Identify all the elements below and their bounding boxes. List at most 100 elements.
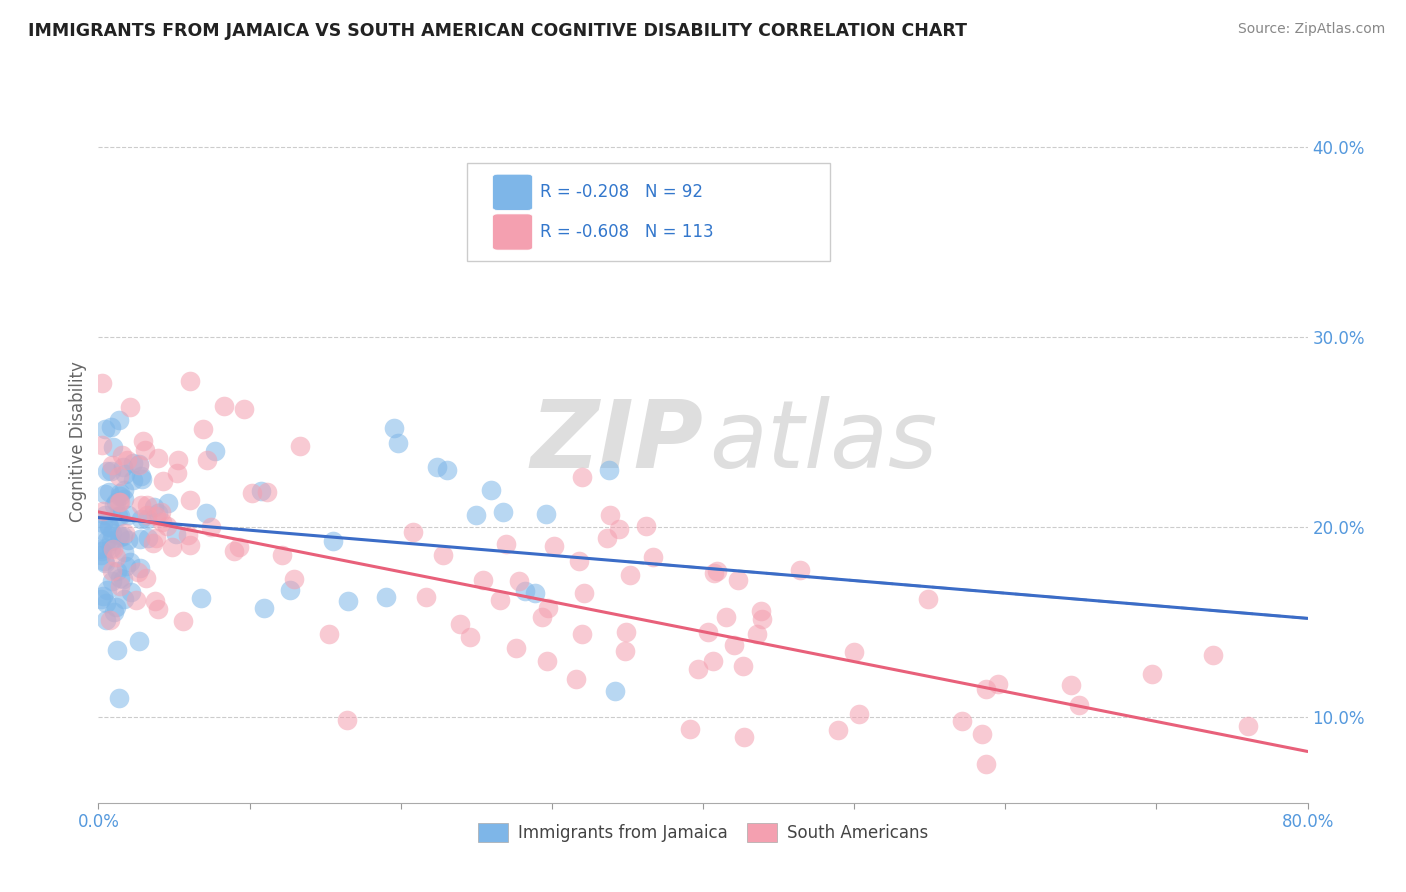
Text: ZIP: ZIP	[530, 395, 703, 488]
Point	[472, 573, 495, 587]
Point	[731, 659, 754, 673]
Point	[195, 453, 218, 467]
Point	[90, 376, 112, 390]
Point	[458, 631, 481, 645]
Text: IMMIGRANTS FROM JAMAICA VS SOUTH AMERICAN COGNITIVE DISABILITY CORRELATION CHART: IMMIGRANTS FROM JAMAICA VS SOUTH AMERICA…	[28, 22, 967, 40]
Point	[152, 474, 174, 488]
Point	[619, 567, 641, 582]
Point	[104, 495, 127, 509]
Point	[90, 592, 112, 607]
Point	[112, 545, 135, 559]
Point	[111, 460, 134, 475]
Point	[96, 533, 118, 548]
Point	[127, 565, 149, 579]
Point	[489, 593, 512, 607]
Point	[110, 530, 132, 544]
Text: R = -0.608   N = 113: R = -0.608 N = 113	[540, 223, 713, 241]
Point	[101, 458, 124, 472]
Point	[432, 548, 454, 562]
Point	[118, 400, 141, 414]
Point	[94, 486, 117, 500]
Point	[121, 473, 143, 487]
Point	[129, 469, 152, 483]
Point	[148, 451, 170, 466]
Text: atlas: atlas	[709, 396, 938, 487]
Point	[105, 564, 128, 578]
Point	[179, 538, 201, 552]
Point	[101, 564, 124, 578]
Point	[90, 548, 112, 562]
Point	[108, 571, 131, 585]
Point	[128, 458, 150, 472]
Point	[288, 439, 311, 453]
Point	[125, 592, 148, 607]
Y-axis label: Cognitive Disability: Cognitive Disability	[69, 361, 87, 522]
Point	[90, 438, 112, 452]
Point	[135, 571, 157, 585]
Point	[605, 684, 627, 698]
Point	[114, 558, 136, 573]
Point	[149, 505, 172, 519]
Point	[103, 605, 125, 619]
Point	[103, 498, 125, 512]
Point	[727, 573, 749, 587]
Point	[224, 544, 246, 558]
Legend: Immigrants from Jamaica, South Americans: Immigrants from Jamaica, South Americans	[471, 816, 935, 848]
Point	[382, 421, 405, 435]
Point	[108, 486, 131, 500]
Point	[145, 531, 167, 545]
Point	[917, 591, 939, 606]
Point	[697, 625, 720, 640]
Point	[96, 582, 118, 597]
Point	[105, 643, 128, 657]
Point	[91, 516, 114, 531]
Point	[375, 590, 398, 604]
Point	[111, 448, 134, 462]
Point	[165, 527, 187, 541]
Point	[112, 572, 135, 586]
Point	[214, 399, 236, 413]
Point	[179, 493, 201, 508]
Point	[107, 508, 129, 523]
Point	[129, 533, 152, 547]
Point	[89, 542, 111, 557]
Point	[449, 616, 471, 631]
Point	[117, 508, 139, 522]
Point	[240, 485, 263, 500]
Point	[128, 634, 150, 648]
Point	[156, 496, 179, 510]
Point	[596, 531, 619, 545]
Point	[607, 522, 630, 536]
Point	[571, 627, 593, 641]
Text: R = -0.208   N = 92: R = -0.208 N = 92	[540, 183, 703, 202]
Point	[100, 613, 122, 627]
Point	[94, 596, 117, 610]
Point	[614, 625, 637, 640]
Point	[100, 534, 122, 549]
Point	[733, 731, 755, 745]
Point	[436, 463, 458, 477]
Point	[114, 467, 136, 482]
Point	[172, 614, 194, 628]
Point	[950, 714, 973, 729]
Point	[111, 529, 134, 543]
Point	[256, 485, 278, 500]
Point	[974, 756, 997, 771]
Point	[402, 525, 425, 540]
Point	[93, 553, 115, 567]
Point	[688, 663, 710, 677]
Point	[598, 463, 620, 477]
Point	[191, 422, 214, 436]
Point	[574, 586, 596, 600]
Point	[121, 457, 143, 471]
Point	[253, 601, 276, 615]
Point	[100, 574, 122, 588]
Point	[565, 672, 588, 686]
Point	[101, 541, 124, 556]
Point	[100, 525, 122, 540]
Point	[336, 594, 359, 608]
Point	[103, 440, 125, 454]
FancyBboxPatch shape	[492, 214, 533, 250]
Point	[100, 419, 122, 434]
Point	[136, 512, 159, 526]
